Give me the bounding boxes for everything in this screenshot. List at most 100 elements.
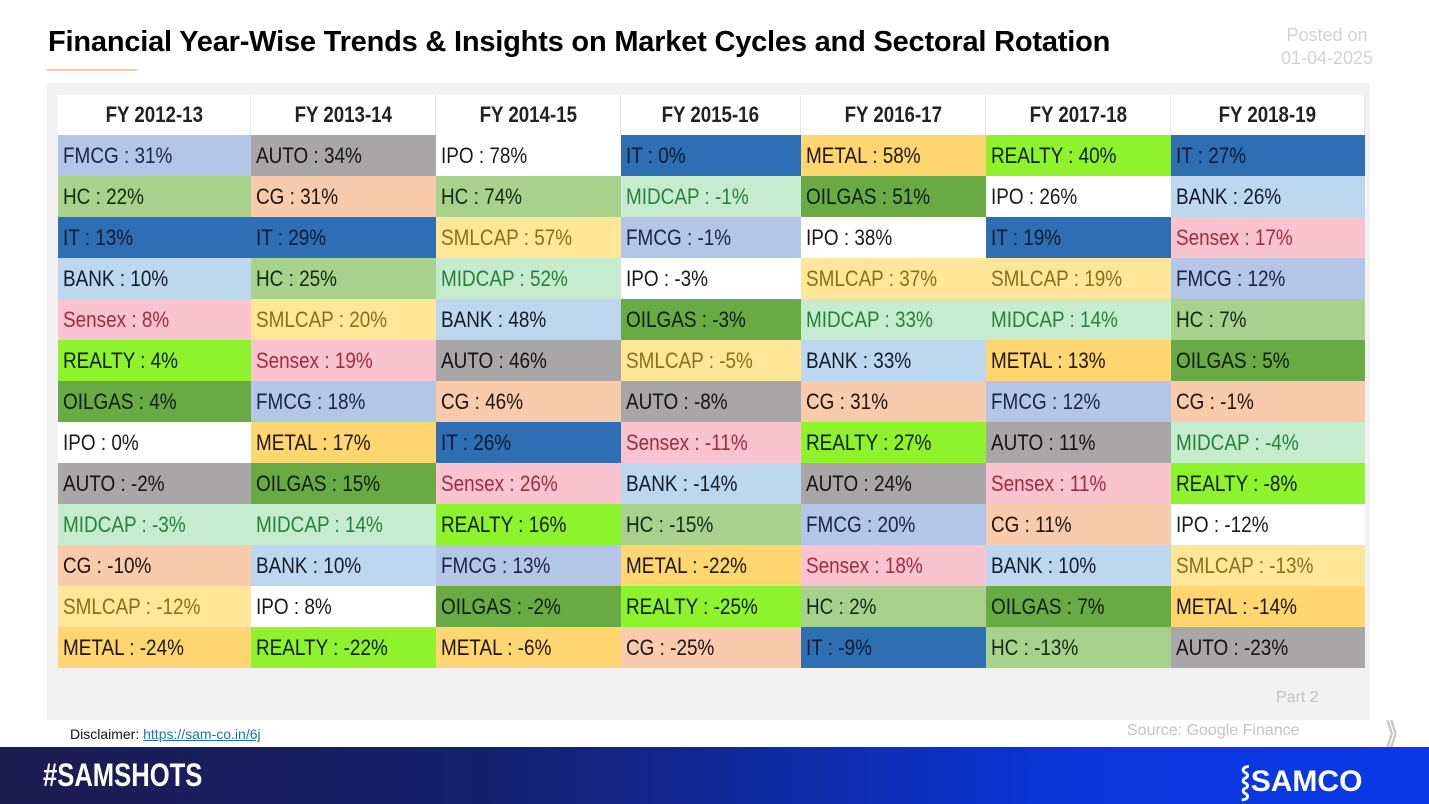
cell-text: HC : -13% — [991, 634, 1079, 660]
table-cell: Sensex : 11% — [986, 463, 1171, 504]
cell-text: REALTY : 40% — [991, 142, 1117, 168]
table-cell: Sensex : 19% — [251, 340, 436, 381]
cell-text: IPO : 8% — [256, 593, 332, 619]
cell-text: BANK : 48% — [441, 306, 547, 332]
table-cell: IT : 27% — [1171, 135, 1365, 176]
table-cell: CG : 11% — [986, 504, 1171, 545]
column-header: FY 2013-14 — [251, 95, 436, 135]
table-cell: FMCG : -1% — [621, 217, 801, 258]
cell-text: MIDCAP : 52% — [441, 265, 568, 291]
table-cell: OILGAS : 51% — [801, 176, 986, 217]
cell-text: OILGAS : 7% — [991, 593, 1105, 619]
column-header: FY 2012-13 — [58, 95, 251, 135]
cell-text: OILGAS : 51% — [806, 183, 931, 209]
column-header-label: FY 2016-17 — [844, 102, 942, 127]
cell-text: IT : 26% — [441, 429, 512, 455]
column-header-label: FY 2014-15 — [479, 102, 577, 127]
cell-text: METAL : -6% — [441, 634, 552, 660]
table-cell: MIDCAP : 52% — [436, 258, 621, 299]
table-cell: OILGAS : 4% — [58, 381, 251, 422]
table-cell: OILGAS : 5% — [1171, 340, 1365, 381]
cell-text: MIDCAP : -3% — [63, 511, 186, 537]
table-cell: OILGAS : 7% — [986, 586, 1171, 627]
cell-text: REALTY : 4% — [63, 347, 178, 373]
cell-text: BANK : 10% — [256, 552, 362, 578]
table-cell: METAL : -14% — [1171, 586, 1365, 627]
table-cell: CG : 46% — [436, 381, 621, 422]
table-cell: REALTY : 4% — [58, 340, 251, 381]
column-header: FY 2014-15 — [436, 95, 621, 135]
part-label: Part 2 — [1276, 689, 1319, 706]
column-header-label: FY 2012-13 — [105, 102, 203, 127]
table-cell: FMCG : 12% — [1171, 258, 1365, 299]
cell-text: METAL : -24% — [63, 634, 184, 660]
disclaimer: Disclaimer: https://sam-co.in/6j — [70, 726, 261, 742]
posted-label: Posted on — [1286, 25, 1368, 45]
logo-mark-icon: ⸾ — [1240, 765, 1251, 798]
cell-text: FMCG : 12% — [1176, 265, 1286, 291]
table-cell: Sensex : -11% — [621, 422, 801, 463]
disclaimer-link[interactable]: https://sam-co.in/6j — [143, 726, 261, 742]
table-cell: SMLCAP : 20% — [251, 299, 436, 340]
table-cell: METAL : -22% — [621, 545, 801, 586]
table-cell: IPO : -3% — [621, 258, 801, 299]
cell-text: METAL : 13% — [991, 347, 1106, 373]
table-cell: Sensex : 18% — [801, 545, 986, 586]
cell-text: BANK : 10% — [63, 265, 169, 291]
cell-text: OILGAS : 5% — [1176, 347, 1290, 373]
cell-text: AUTO : 24% — [806, 470, 912, 496]
table-cell: IT : 29% — [251, 217, 436, 258]
table-cell: FMCG : 18% — [251, 381, 436, 422]
cell-text: REALTY : 16% — [441, 511, 567, 537]
cell-text: IPO : -12% — [1176, 511, 1269, 537]
table-cell: HC : -15% — [621, 504, 801, 545]
cell-text: AUTO : -23% — [1176, 634, 1289, 660]
table-cell: MIDCAP : 33% — [801, 299, 986, 340]
double-chevron-right-icon[interactable]: ⟩⟩ — [1384, 717, 1400, 750]
cell-text: CG : 11% — [991, 511, 1072, 537]
cell-text: HC : 74% — [441, 183, 522, 209]
table-cell: BANK : 10% — [986, 545, 1171, 586]
cell-text: IT : 29% — [256, 224, 327, 250]
cell-text: SMLCAP : 20% — [256, 306, 388, 332]
cell-text: METAL : -14% — [1176, 593, 1297, 619]
table-cell: REALTY : -8% — [1171, 463, 1365, 504]
table-cell: HC : 2% — [801, 586, 986, 627]
table-cell: FMCG : 20% — [801, 504, 986, 545]
column-header: FY 2015-16 — [621, 95, 801, 135]
cell-text: IT : 19% — [991, 224, 1062, 250]
cell-text: Sensex : 26% — [441, 470, 558, 496]
table-cell: REALTY : -25% — [621, 586, 801, 627]
cell-text: METAL : 58% — [806, 142, 921, 168]
table-cell: SMLCAP : -5% — [621, 340, 801, 381]
table-cell: SMLCAP : -12% — [58, 586, 251, 627]
table-cell: HC : 7% — [1171, 299, 1365, 340]
cell-text: REALTY : 27% — [806, 429, 932, 455]
cell-text: SMLCAP : 37% — [806, 265, 938, 291]
cell-text: IPO : 78% — [441, 142, 528, 168]
table-cell: IPO : -12% — [1171, 504, 1365, 545]
disclaimer-label: Disclaimer: — [70, 726, 140, 742]
table-cell: IPO : 8% — [251, 586, 436, 627]
table-cell: OILGAS : 15% — [251, 463, 436, 504]
table-cell: BANK : -14% — [621, 463, 801, 504]
cell-text: FMCG : 12% — [991, 388, 1101, 414]
cell-text: AUTO : 34% — [256, 142, 362, 168]
cell-text: Sensex : -11% — [626, 429, 748, 455]
table-cell: MIDCAP : 14% — [986, 299, 1171, 340]
column-header-label: FY 2015-16 — [661, 102, 760, 127]
table-cell: REALTY : -22% — [251, 627, 436, 668]
table-cell: MIDCAP : -1% — [621, 176, 801, 217]
table-cell: METAL : 58% — [801, 135, 986, 176]
table-cell: BANK : 33% — [801, 340, 986, 381]
table-cell: CG : -1% — [1171, 381, 1365, 422]
cell-text: CG : -10% — [63, 552, 152, 578]
table-cell: REALTY : 27% — [801, 422, 986, 463]
column-header-label: FY 2017-18 — [1029, 102, 1127, 127]
cell-text: AUTO : -2% — [63, 470, 165, 496]
cell-text: BANK : -14% — [626, 470, 738, 496]
table-cell: OILGAS : -2% — [436, 586, 621, 627]
table-cell: BANK : 26% — [1171, 176, 1365, 217]
cell-text: AUTO : -8% — [626, 388, 728, 414]
cell-text: CG : 46% — [441, 388, 524, 414]
